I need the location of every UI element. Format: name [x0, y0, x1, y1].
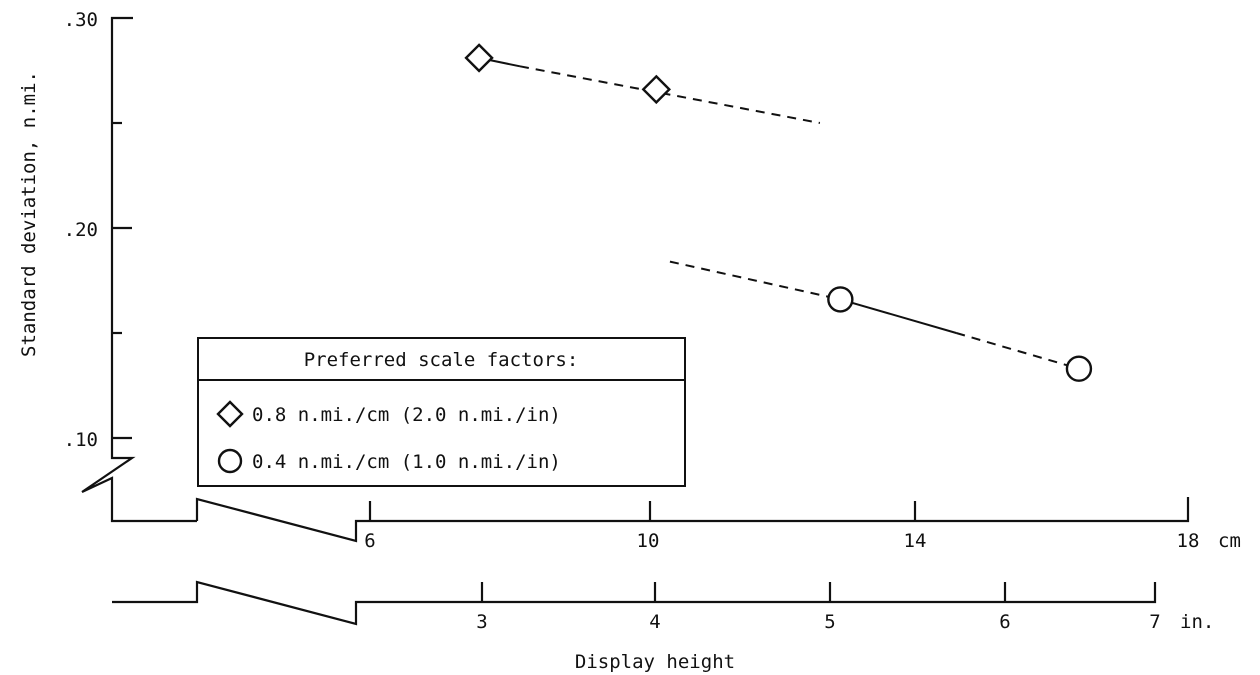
legend-diamond-marker: [216, 400, 244, 428]
x-tick-label-cm: 14: [904, 530, 927, 552]
legend-label-circle: 0.4 n.mi./cm (1.0 n.mi./in): [252, 451, 561, 473]
series-circle-dashed-line: [955, 332, 1080, 370]
data-point-diamond: [641, 74, 671, 105]
data-point-circle: [1065, 355, 1093, 382]
x-axis-in-break: [112, 580, 1157, 626]
x-axis-cm-break: [195, 497, 1190, 543]
x-axis-label: Display height: [575, 651, 735, 673]
y-tick-label: .30: [64, 9, 98, 31]
x-tick-label-in: 5: [824, 611, 835, 633]
y-tick-label: .10: [64, 429, 98, 451]
x-tick-label-in: 6: [999, 611, 1010, 633]
series-diamond-dashed-line: [519, 65, 821, 124]
x-tick-label-in: 3: [476, 611, 487, 633]
legend: Preferred scale factors: 0.8 n.mi./cm (2…: [197, 337, 686, 487]
x-unit-cm: cm: [1218, 530, 1241, 552]
data-point-circle: [827, 286, 854, 313]
x-tick-label-cm: 10: [637, 530, 660, 552]
series-circle-solid-line: [840, 298, 957, 334]
x-axis-in: 3 4 5 6 7 in. Display height: [112, 580, 1214, 673]
data-point-diamond: [464, 43, 494, 73]
y-tick-label: .20: [64, 219, 98, 241]
x-axis-cm: 6 10 14 18 cm: [195, 497, 1241, 552]
y-axis-line: [81, 16, 197, 523]
legend-box: [197, 337, 686, 487]
x-tick-label-cm: 6: [364, 530, 375, 552]
y-axis-label: Standard deviation, n.mi.: [18, 71, 40, 357]
plot-area: [464, 43, 1093, 382]
x-tick-label-in: 7: [1149, 611, 1160, 633]
legend-label-diamond: 0.8 n.mi./cm (2.0 n.mi./in): [252, 404, 561, 426]
series-circle-dashed-line: [669, 260, 841, 301]
legend-title: Preferred scale factors:: [304, 349, 579, 371]
x-tick-label-in: 4: [649, 611, 660, 633]
y-axis: .30 .20 .10 Standard deviation, n.mi.: [18, 9, 197, 523]
legend-circle-marker: [217, 448, 243, 474]
x-tick-label-cm: 18: [1177, 530, 1200, 552]
x-unit-in: in.: [1180, 611, 1214, 633]
